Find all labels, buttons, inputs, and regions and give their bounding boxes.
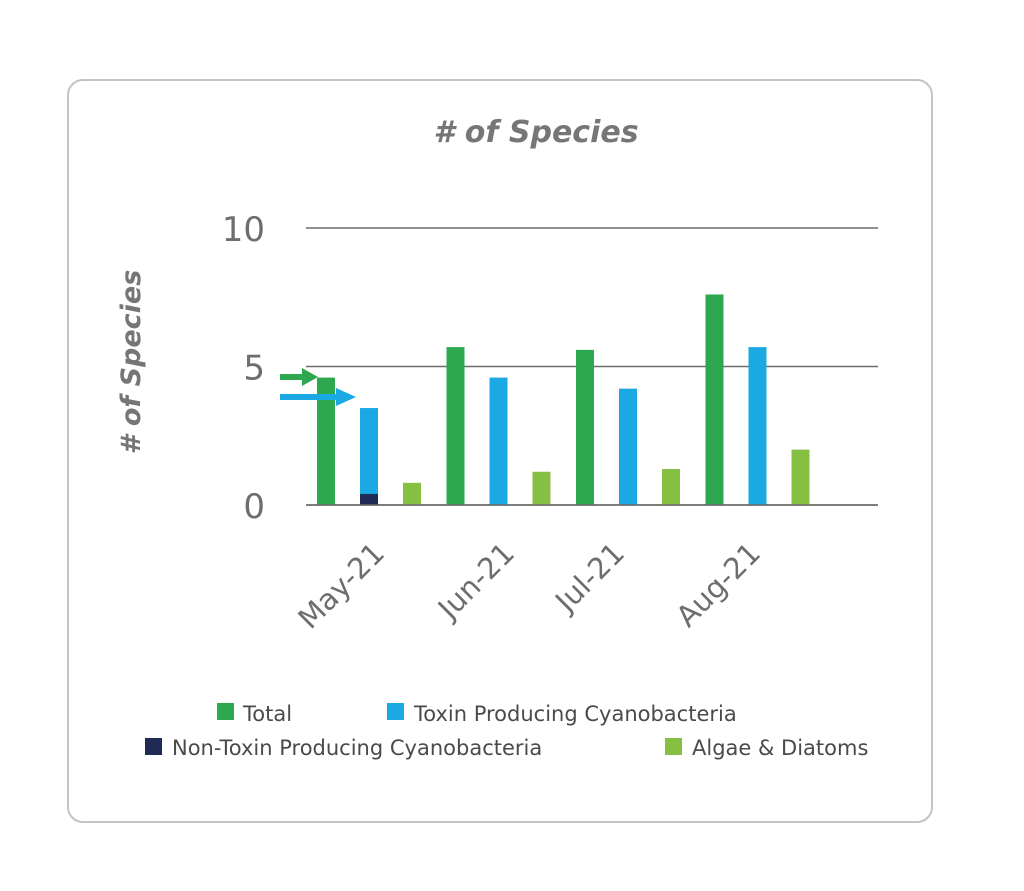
legend-label-algae-and-diatoms: Algae & Diatoms bbox=[692, 736, 868, 760]
y-tick-label: 10 bbox=[222, 210, 265, 250]
y-tick-labels: 0 5 10 bbox=[222, 210, 265, 527]
bars bbox=[306, 294, 878, 506]
bar-toxin-producing-cyanobacteria-jul-21 bbox=[619, 388, 637, 505]
bar-algae-and-diatoms-jun-21 bbox=[532, 471, 551, 505]
bar-toxin-producing-cyanobacteria-jun-21 bbox=[489, 377, 508, 505]
arrow-total-head bbox=[302, 368, 318, 386]
bar-total-may-21 bbox=[317, 377, 335, 505]
x-tick-label: May-21 bbox=[291, 536, 391, 636]
bar-total-aug-21 bbox=[705, 294, 724, 505]
x-tick-label: Aug-21 bbox=[669, 536, 767, 634]
bar-toxin-producing-cyanobacteria-aug-21 bbox=[748, 347, 767, 505]
bar-toxin-producing-cyanobacteria-may-21 bbox=[360, 408, 378, 505]
y-axis-label: # of Species bbox=[116, 270, 147, 455]
chart-title: # of Species bbox=[433, 115, 638, 150]
legend-label-toxin-producing-cyanobacteria: Toxin Producing Cyanobacteria bbox=[413, 702, 737, 726]
legend: Total Toxin Producing Cyanobacteria Non-To… bbox=[145, 702, 868, 760]
arrow-toxin-producing-cyanobacteria-head bbox=[336, 388, 356, 406]
legend-swatch-toxin-producing-cyanobacteria bbox=[387, 703, 404, 720]
legend-swatch-algae-and-diatoms bbox=[665, 738, 682, 755]
bar-total-jun-21 bbox=[446, 347, 465, 505]
legend-label-total: Total bbox=[242, 702, 292, 726]
bar-algae-and-diatoms-jul-21 bbox=[662, 468, 680, 505]
bar-algae-and-diatoms-aug-21 bbox=[791, 449, 810, 505]
bar-algae-and-diatoms-may-21 bbox=[403, 482, 421, 505]
legend-swatch-total bbox=[217, 703, 234, 720]
y-tick-label: 5 bbox=[243, 349, 265, 389]
bar-non-toxin-producing-cyanobacteria-may-21 bbox=[360, 493, 378, 505]
annotation-arrows bbox=[280, 368, 356, 406]
x-tick-label: Jun-21 bbox=[430, 536, 521, 627]
y-tick-label: 0 bbox=[243, 487, 265, 527]
legend-label-non-toxin-producing-cyanobacteria: Non-Toxin Producing Cyanobacteria bbox=[172, 736, 542, 760]
bar-total-jul-21 bbox=[576, 349, 594, 505]
x-tick-label: Jul-21 bbox=[547, 536, 631, 620]
legend-swatch-non-toxin-producing-cyanobacteria bbox=[145, 738, 162, 755]
x-tick-labels: May-21 Jun-21 Jul-21 Aug-21 bbox=[291, 536, 767, 636]
